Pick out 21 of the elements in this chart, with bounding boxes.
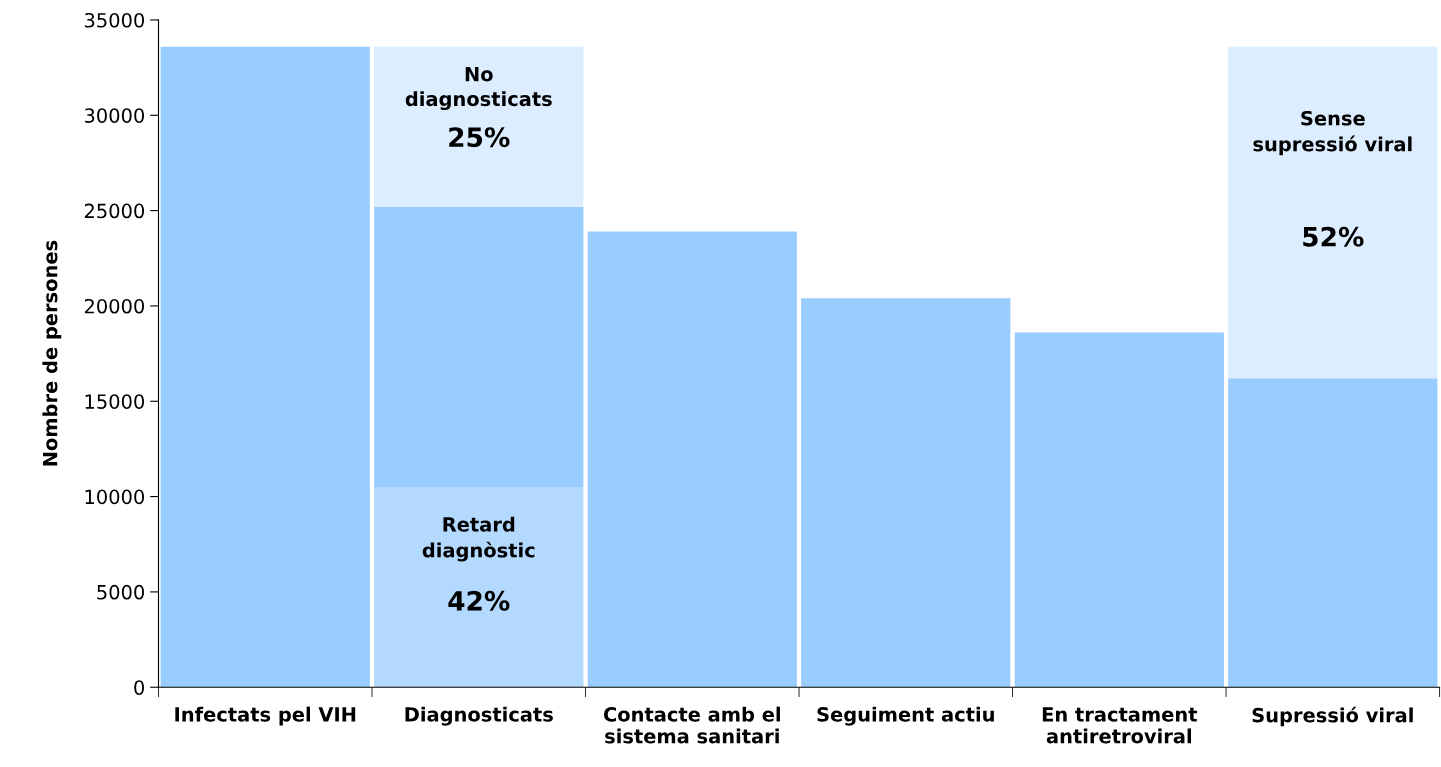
x-tick-label: Contacte amb el sistema sanitari	[603, 706, 780, 744]
annotation: Retard diagnòstic	[422, 516, 535, 562]
x-tick-label: Seguiment actiu	[817, 706, 994, 726]
x-tick-label: En tractament antiretroviral	[1042, 707, 1198, 744]
y-tick-label: 10000	[85, 489, 145, 505]
y-axis-title: Nombre de persones	[42, 240, 62, 466]
annotation: 42%	[448, 590, 510, 611]
annotation: 25%	[449, 127, 510, 148]
y-tick-label: 0	[134, 680, 145, 695]
y-tick-label: 20000	[84, 298, 145, 314]
annotation: 52%	[1303, 226, 1364, 247]
x-tick-label: Diagnosticats	[405, 706, 553, 726]
y-tick-label: 5000	[97, 584, 145, 600]
y-tick-label: 25000	[84, 203, 145, 219]
x-tick-label: Supressió viral	[1252, 706, 1413, 727]
y-tick-label: 15000	[85, 394, 145, 409]
y-tick-label: 30000	[84, 108, 145, 123]
y-tick-label: 35000	[84, 12, 145, 28]
annotation: No diagnosticats	[405, 67, 552, 111]
annotation: Sense supressió viral	[1253, 110, 1412, 156]
x-tick-label: Infectats pel VIH	[175, 706, 356, 726]
